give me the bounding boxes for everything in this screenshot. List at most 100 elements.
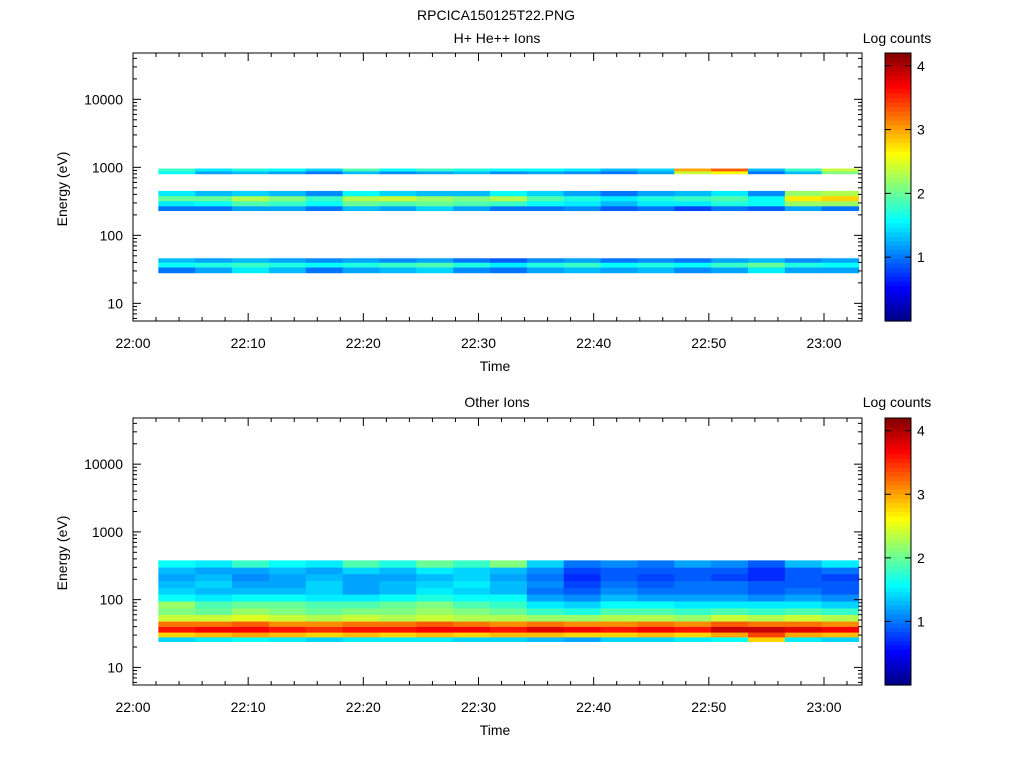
heatmap-cell (600, 573, 639, 582)
heatmap-cell (195, 190, 233, 197)
colorbar-segment (885, 173, 911, 179)
colorbar-segment (885, 254, 911, 260)
heatmap-cell (747, 601, 786, 609)
colorbar-segment (885, 218, 911, 224)
colorbar-segment (885, 578, 911, 584)
heatmap-cell (711, 594, 749, 602)
heatmap-cell (784, 626, 823, 633)
heatmap-cell (490, 200, 528, 207)
x-tick-label: 22:40 (576, 335, 611, 351)
colorbar-segment (885, 631, 911, 637)
heatmap-cell (821, 200, 860, 207)
heatmap-cell (232, 587, 270, 595)
heatmap-cells (158, 168, 860, 274)
x-tick-label: 22:10 (231, 699, 266, 715)
plot-frame (132, 417, 863, 686)
heatmap-cell (600, 632, 639, 638)
heatmap-cell (747, 560, 786, 568)
colorbar-segment (885, 133, 911, 139)
heatmap-cell (600, 195, 639, 202)
heatmap-cell (821, 567, 860, 575)
heatmap-cell (563, 567, 602, 575)
colorbar-segment (885, 178, 911, 184)
heatmap-cell (674, 626, 712, 633)
heatmap-cell (784, 601, 823, 609)
colorbar-segment (885, 120, 911, 126)
heatmap-cell (490, 195, 528, 202)
heatmap-cell (637, 190, 675, 197)
heatmap-cell (158, 573, 196, 582)
heatmap-cell (158, 580, 196, 589)
heatmap-cell (342, 267, 381, 274)
heatmap-cell (747, 567, 786, 575)
colorbar-tick-label: 3 (917, 486, 925, 502)
colorbar-segment (885, 435, 911, 441)
colorbar-segment (885, 587, 911, 593)
heatmap-cell (305, 573, 344, 582)
heatmap-cell (158, 258, 196, 263)
heatmap-cell (821, 171, 860, 175)
heatmap-cell (711, 258, 749, 263)
heatmap-cell (416, 267, 454, 274)
heatmap-cell (195, 171, 233, 175)
heatmap-cell (305, 626, 344, 633)
heatmap-cell (674, 262, 712, 268)
heatmap-cell (453, 580, 491, 589)
heatmap-cell (158, 632, 196, 638)
heatmap-cell (416, 171, 454, 175)
heatmap-cell (674, 195, 712, 202)
colorbar-segment (885, 609, 911, 615)
heatmap-cell (379, 601, 417, 609)
heatmap-cell (526, 560, 565, 568)
heatmap-cell (821, 262, 860, 268)
heatmap-cell (416, 168, 454, 172)
heatmap-cell (453, 168, 491, 172)
colorbar-tick-label: 2 (917, 185, 925, 201)
heatmap-cell (195, 632, 233, 638)
heatmap-cell (600, 190, 639, 197)
heatmap-cell (747, 190, 786, 197)
heatmap-cell (821, 580, 860, 589)
heatmap-cell (232, 206, 270, 212)
heatmap-cell (563, 206, 602, 212)
heatmap-cell (784, 608, 823, 615)
heatmap-cell (268, 267, 307, 274)
heatmap-cell (379, 168, 417, 172)
colorbar-segment (885, 680, 911, 686)
heatmap-cell (268, 573, 307, 582)
heatmap-cell (416, 626, 454, 633)
colorbar-segment (885, 520, 911, 526)
colorbar-segment (885, 440, 911, 446)
colorbar-segment (885, 493, 911, 499)
heatmap-cell (342, 168, 381, 172)
heatmap-cell (563, 168, 602, 172)
heatmap-cell (637, 258, 675, 263)
heatmap-cell (747, 626, 786, 633)
heatmap-cell (821, 614, 860, 622)
colorbar-segment (885, 658, 911, 664)
x-tick-label: 22:50 (691, 699, 726, 715)
heatmap-cell (526, 608, 565, 615)
heatmap-cell (821, 190, 860, 197)
heatmap-cell (821, 621, 860, 627)
heatmap-cell (379, 567, 417, 575)
heatmap-cell (268, 168, 307, 172)
heatmap-cell (158, 560, 196, 568)
heatmap-cell (342, 258, 381, 263)
heatmap-cell (490, 608, 528, 615)
y-tick-label: 100 (100, 227, 124, 243)
heatmap-cell (674, 200, 712, 207)
heatmap-cell (784, 262, 823, 268)
heatmap-cell (158, 608, 196, 615)
heatmap-cell (342, 573, 381, 582)
heatmap-cell (821, 560, 860, 568)
heatmap-cell (158, 195, 196, 202)
heatmap-cell (416, 190, 454, 197)
heatmap-cell (821, 267, 860, 274)
colorbar-label: Log counts (863, 30, 932, 46)
heatmap-cell (416, 587, 454, 595)
heatmap-cell (526, 637, 565, 642)
heatmap-cell (711, 200, 749, 207)
heatmap-cell (158, 190, 196, 197)
heatmap-cell (747, 621, 786, 627)
